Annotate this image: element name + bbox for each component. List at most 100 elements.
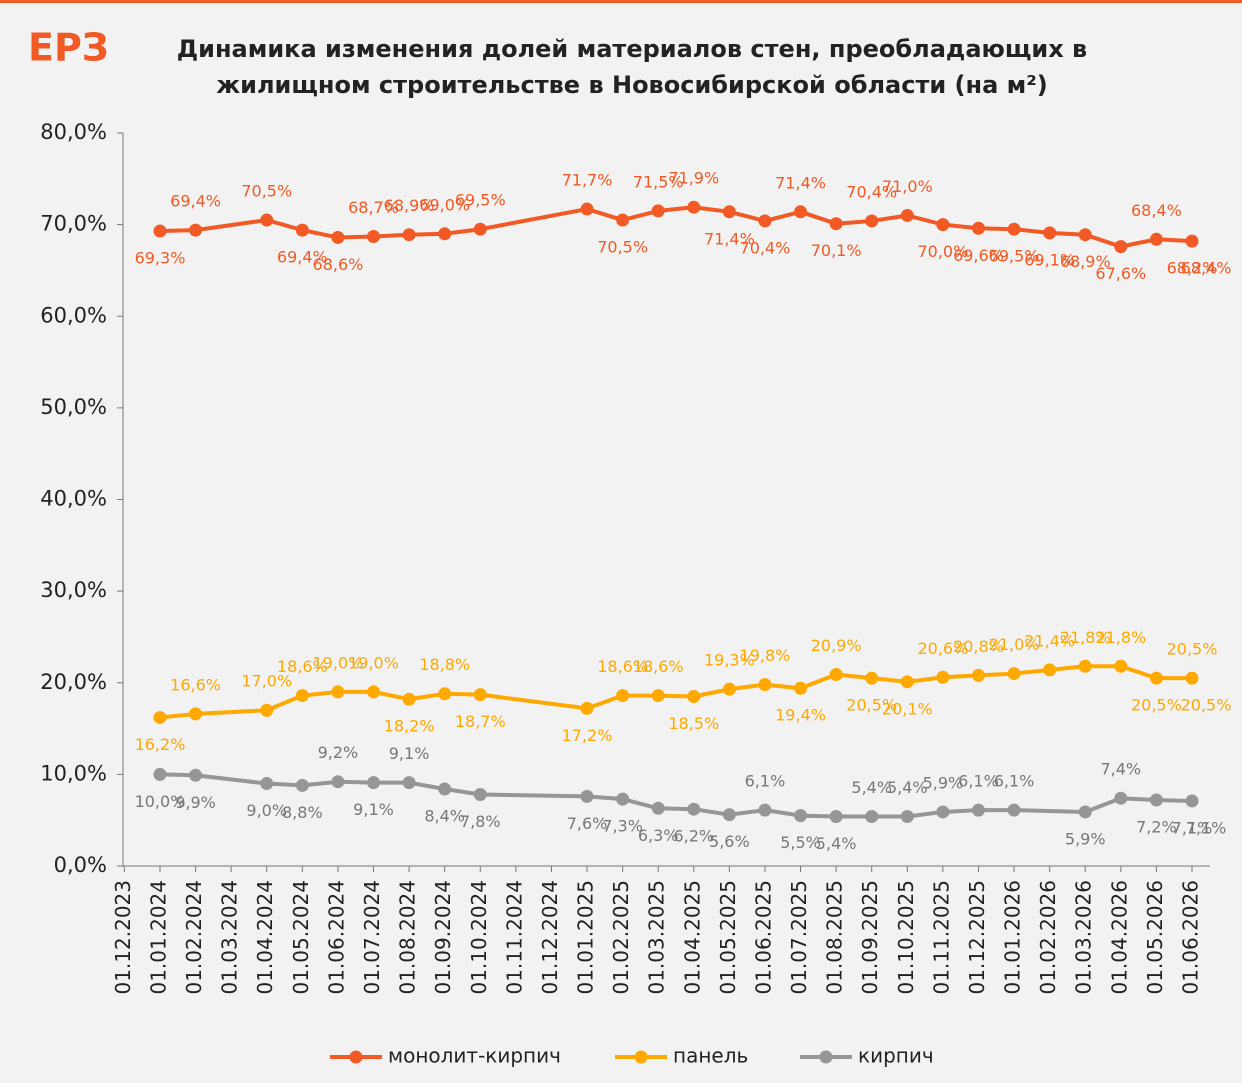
data-point xyxy=(473,788,487,802)
x-tick-label: 01.12.2024 xyxy=(538,880,562,995)
data-point xyxy=(900,675,914,689)
data-point xyxy=(829,217,843,231)
data-label: 68,4% xyxy=(1131,201,1182,220)
data-label: 18,7% xyxy=(455,712,506,731)
data-point xyxy=(402,776,416,790)
x-tick-label: 01.01.2026 xyxy=(1001,880,1025,995)
data-label: 7,2% xyxy=(1136,818,1177,837)
data-point xyxy=(473,688,487,702)
data-point xyxy=(687,802,701,816)
data-label: 19,0% xyxy=(348,653,399,672)
y-tick-label: 40,0% xyxy=(40,487,107,511)
x-tick-label: 01.03.2024 xyxy=(218,880,242,995)
data-point xyxy=(616,792,630,806)
data-label: 69,5% xyxy=(989,247,1040,266)
data-point xyxy=(1007,667,1021,681)
data-point xyxy=(722,808,736,822)
data-point xyxy=(1185,234,1199,248)
legend-marker xyxy=(634,1050,648,1064)
top-border xyxy=(0,0,1242,3)
data-point xyxy=(402,692,416,706)
data-point xyxy=(722,205,736,219)
data-label: 71,4% xyxy=(704,229,755,248)
data-point xyxy=(153,767,167,781)
data-point xyxy=(936,218,950,232)
legend-label: панель xyxy=(673,1044,748,1068)
data-label: 69,5% xyxy=(455,191,506,210)
data-point xyxy=(1149,232,1163,246)
data-label: 6,1% xyxy=(958,772,999,791)
data-label: 7,8% xyxy=(460,812,501,831)
data-point xyxy=(580,202,594,216)
data-point xyxy=(189,768,203,782)
data-label: 18,6% xyxy=(597,657,648,676)
data-label: 20,9% xyxy=(811,636,862,655)
data-label: 21,4% xyxy=(1024,631,1075,650)
annotation: 68,4% xyxy=(1181,259,1232,278)
data-label: 70,5% xyxy=(241,182,292,201)
data-point xyxy=(1043,226,1057,240)
x-tick-label: 01.06.2025 xyxy=(751,880,775,995)
data-label: 20,1% xyxy=(882,699,933,718)
data-point xyxy=(331,230,345,244)
data-point xyxy=(1114,659,1128,673)
data-point xyxy=(438,227,452,241)
data-point xyxy=(367,776,381,790)
data-point xyxy=(971,668,985,682)
x-tick-label: 01.05.2024 xyxy=(289,880,313,995)
data-point xyxy=(1078,659,1092,673)
data-label: 68,7% xyxy=(348,198,399,217)
data-point xyxy=(616,689,630,703)
data-point xyxy=(295,778,309,792)
data-point xyxy=(687,200,701,214)
data-label: 5,9% xyxy=(1065,829,1106,848)
x-tick-label: 01.11.2024 xyxy=(502,880,526,995)
data-point xyxy=(1185,671,1199,685)
data-label: 71,4% xyxy=(775,173,826,192)
data-label: 9,1% xyxy=(389,744,430,763)
x-tick-label: 01.04.2025 xyxy=(680,880,704,995)
data-label: 70,4% xyxy=(740,238,791,257)
data-point xyxy=(260,703,274,717)
x-tick-label: 01.02.2024 xyxy=(182,880,206,995)
x-tick-label: 01.05.2025 xyxy=(716,880,740,995)
data-label: 21,0% xyxy=(989,635,1040,654)
data-label: 71,0% xyxy=(882,177,933,196)
data-label: 6,2% xyxy=(673,827,714,846)
data-label: 19,4% xyxy=(775,706,826,725)
data-point xyxy=(1007,222,1021,236)
data-label: 70,1% xyxy=(811,241,862,260)
data-label: 18,2% xyxy=(384,717,435,736)
data-point xyxy=(794,681,808,695)
data-label: 9,1% xyxy=(353,800,394,819)
data-point xyxy=(936,805,950,819)
x-tick-label: 01.07.2024 xyxy=(360,880,384,995)
data-label: 69,1% xyxy=(1024,250,1075,269)
data-point xyxy=(1149,793,1163,807)
data-label: 17,2% xyxy=(562,726,613,745)
data-label: 70,4% xyxy=(846,182,897,201)
data-label: 21,8% xyxy=(1060,628,1111,647)
legend-label: монолит-кирпич xyxy=(388,1044,561,1068)
data-label: 19,3% xyxy=(704,651,755,670)
data-point xyxy=(402,228,416,242)
data-point xyxy=(438,687,452,701)
x-tick-label: 01.09.2024 xyxy=(431,880,455,995)
data-point xyxy=(651,689,665,703)
x-tick-label: 01.03.2026 xyxy=(1072,880,1096,995)
data-label: 69,4% xyxy=(170,192,221,211)
x-tick-label: 01.05.2026 xyxy=(1143,880,1167,995)
x-tick-label: 01.01.2025 xyxy=(574,880,598,995)
data-label: 20,5% xyxy=(1167,640,1218,659)
data-label: 67,6% xyxy=(1095,264,1146,283)
legend-label: кирпич xyxy=(858,1044,934,1068)
y-tick-label: 10,0% xyxy=(40,761,107,785)
data-label: 68,9% xyxy=(384,196,435,215)
data-point xyxy=(331,685,345,699)
x-tick-label: 01.08.2025 xyxy=(823,880,847,995)
data-label: 5,9% xyxy=(923,773,964,792)
y-tick-label: 0,0% xyxy=(54,853,107,877)
data-point xyxy=(580,701,594,715)
data-label: 20,6% xyxy=(917,639,968,658)
